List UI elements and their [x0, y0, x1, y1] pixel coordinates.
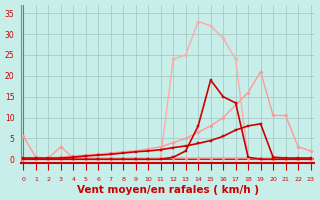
X-axis label: Vent moyen/en rafales ( km/h ): Vent moyen/en rafales ( km/h ) — [76, 185, 259, 195]
